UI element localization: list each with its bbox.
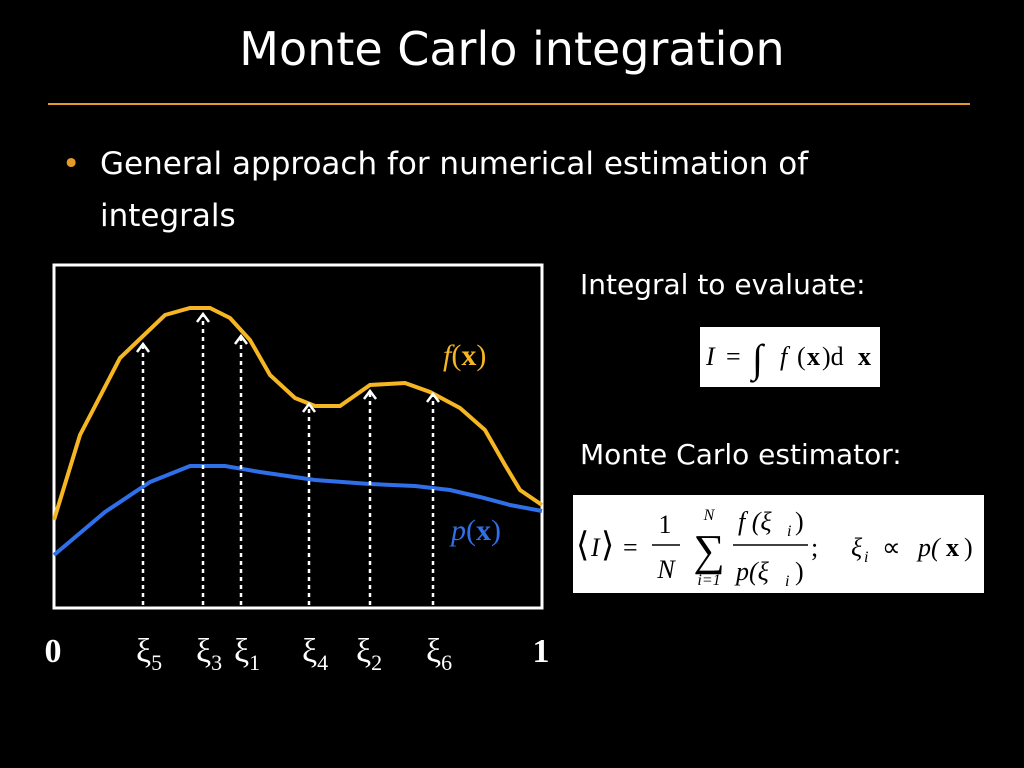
f-sym: N (703, 507, 716, 524)
sample-index: 1 (249, 650, 260, 675)
sample-label: ξ3 (196, 633, 222, 675)
axis-end: 1 (533, 633, 550, 670)
p-label: p(x) (449, 514, 501, 547)
integral-formula: I = ∫ f ( x )d x (705, 336, 871, 383)
f-sym: ) (964, 533, 973, 562)
p-label-arg: x (476, 514, 491, 547)
f-sym: i (785, 573, 789, 590)
f-sym: ; (811, 533, 818, 562)
estimator-box (573, 495, 984, 593)
sample-symbol: ξ (234, 633, 249, 670)
slide-title: Monte Carlo integration (239, 22, 785, 76)
sample-index: 3 (211, 650, 222, 675)
sample-label: ξ4 (302, 633, 328, 675)
f-sym: ξ (851, 533, 863, 562)
integral-box (700, 327, 880, 387)
sample-label: ξ5 (136, 633, 162, 675)
f-sym: ) (795, 507, 804, 536)
f-sym: ⟨ (576, 527, 589, 564)
p-label-fn: p (449, 514, 466, 547)
f-label: f(x) (443, 339, 486, 372)
estimator-label: Monte Carlo estimator: (580, 438, 902, 471)
f-sym: ∑ (693, 526, 724, 575)
f-sym: N (656, 555, 676, 584)
bullet-text: General approach for numerical estimatio… (100, 146, 809, 234)
f-sym: f (ξ (738, 507, 772, 536)
f-sym: ( (797, 342, 806, 371)
f-sym: ) (795, 557, 804, 586)
sample-label: ξ6 (426, 633, 452, 675)
f-sym: 1 (659, 510, 672, 539)
plot-box (52, 263, 544, 610)
bullet: • General approach for numerical estimati… (62, 138, 940, 242)
bullet-dot: • (62, 146, 81, 182)
axis-start: 0 (45, 633, 62, 670)
f-sym: i (864, 549, 868, 566)
sample-symbol: ξ (302, 633, 317, 670)
sample-label: ξ1 (234, 633, 260, 675)
integral-label: Integral to evaluate: (580, 268, 866, 301)
estimator-formula: ⟨ I ⟩ = 1 N N ∑ i=1 f (ξ i ) p(ξ i ) ; ξ… (576, 507, 973, 590)
f-label-close: ) (476, 339, 486, 372)
sample-symbol: ξ (426, 633, 441, 670)
f-sym: ∝ (882, 533, 901, 562)
f-curve (52, 306, 544, 521)
f-sym: i=1 (697, 572, 720, 589)
f-sym: p( (916, 533, 941, 562)
f-label-open: ( (451, 339, 461, 372)
sample-symbol: ξ (356, 633, 371, 670)
f-sym: i (787, 523, 791, 540)
sample-symbol: ξ (136, 633, 151, 670)
title-rule (48, 103, 970, 105)
sample-symbol: ξ (196, 633, 211, 670)
sample-index: 5 (151, 650, 162, 675)
sample-index: 2 (371, 650, 382, 675)
f-sym: I (590, 533, 601, 562)
f-sym: = (623, 533, 638, 562)
sample-index: 6 (441, 650, 452, 675)
f-sym: I (705, 342, 716, 371)
f-sym: f (780, 342, 791, 371)
f-sym: ∫ (749, 336, 766, 383)
sample-arrows (136, 311, 440, 605)
p-label-close: ) (491, 514, 501, 547)
f-sym: ⟩ (601, 527, 614, 564)
f-sym: p(ξ (734, 557, 770, 586)
f-label-arg: x (461, 339, 476, 372)
sample-label: ξ2 (356, 633, 382, 675)
sample-labels: ξ5 ξ3 ξ1 ξ4 ξ2 ξ6 (136, 633, 452, 675)
f-sym: = (726, 342, 741, 371)
p-curve (52, 464, 543, 557)
f-sym: x (946, 533, 959, 562)
sample-index: 4 (317, 650, 328, 675)
f-sym: x (807, 342, 820, 371)
f-sym: x (858, 342, 871, 371)
f-sym: )d (822, 342, 844, 371)
p-label-open: ( (466, 514, 476, 547)
